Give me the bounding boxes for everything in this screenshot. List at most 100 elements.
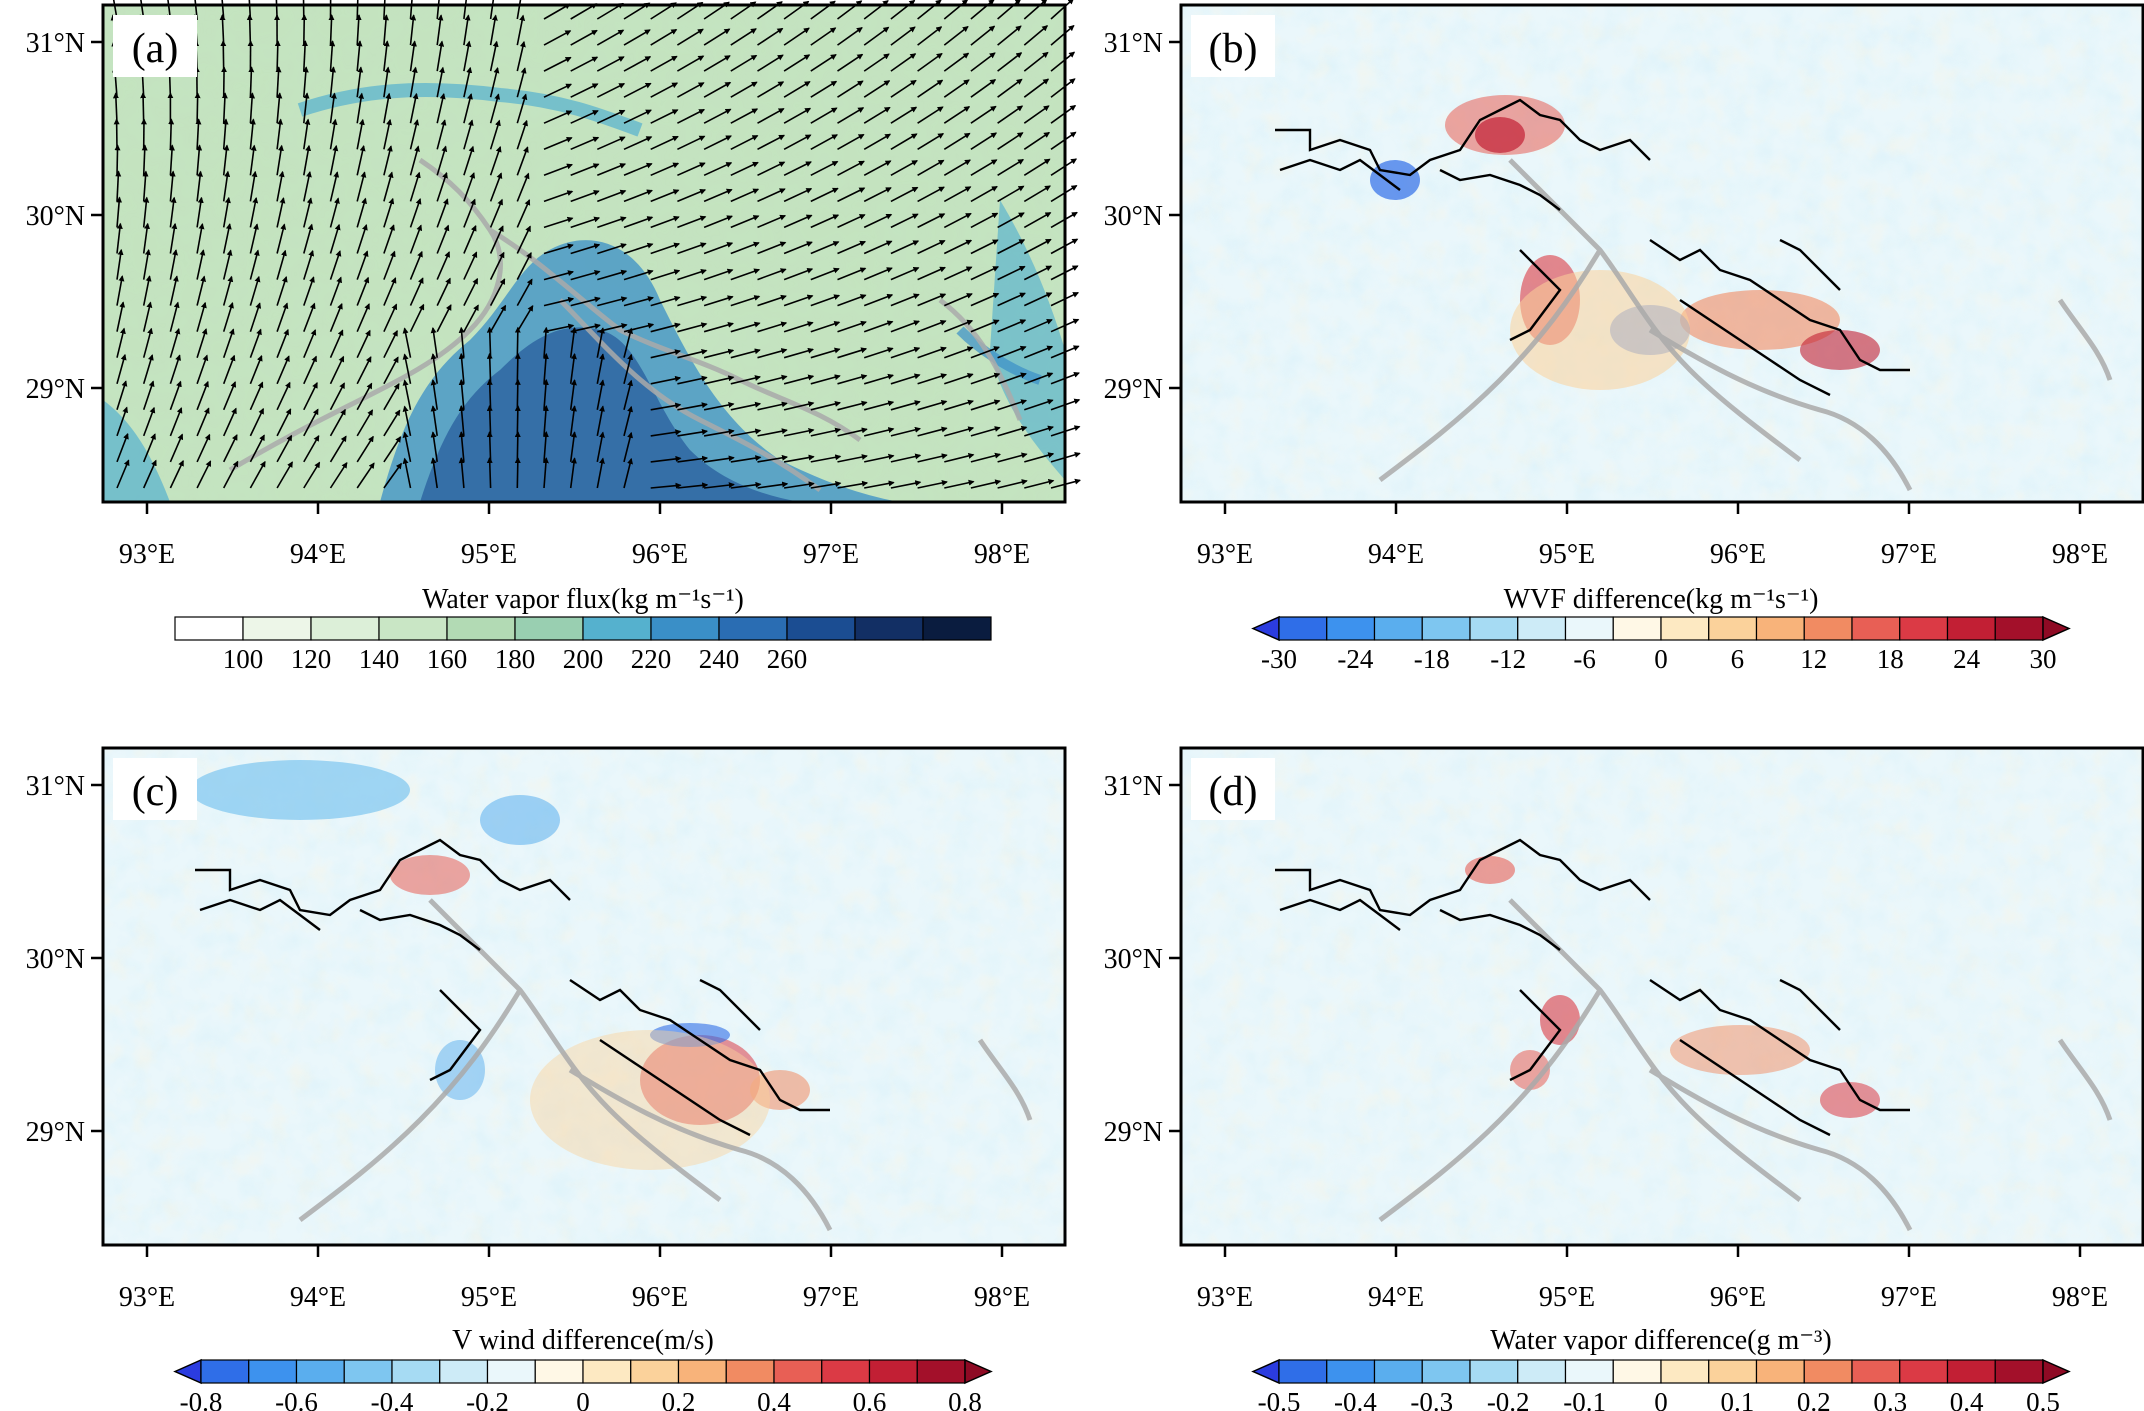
wind-vector bbox=[196, 196, 204, 228]
colorbar-swatch bbox=[854, 616, 924, 641]
x-tick-label: 97°E bbox=[803, 539, 859, 570]
wind-vector bbox=[783, 427, 815, 437]
y-tick-label: 31°N bbox=[26, 28, 85, 59]
wind-vector bbox=[329, 40, 336, 72]
axis-layer: 93°E 94°E 95°E 96°E 97°E 98°E 31°N 30°N 29°N 93°E… bbox=[26, 28, 2109, 1313]
wind-vector bbox=[383, 277, 397, 306]
wind-vector bbox=[329, 302, 343, 333]
colorbar-swatch bbox=[1612, 616, 1662, 641]
wind-vector bbox=[543, 270, 574, 281]
wind-vector bbox=[383, 118, 393, 150]
wind-vector bbox=[677, 482, 709, 489]
wind-vector bbox=[116, 353, 127, 385]
wind-vector bbox=[356, 462, 375, 489]
colorbar-swatch bbox=[1373, 1359, 1423, 1384]
wind-vector bbox=[383, 303, 398, 333]
wind-vector bbox=[570, 190, 600, 203]
wind-vector bbox=[222, 302, 234, 332]
wind-vector bbox=[356, 0, 359, 20]
wind-vector bbox=[409, 40, 417, 72]
wind-vector bbox=[597, 296, 628, 307]
wind-vector bbox=[303, 461, 321, 489]
colorbar-label: 0.1 bbox=[1721, 1387, 1755, 1411]
wind-vector bbox=[944, 399, 974, 411]
wind-vector bbox=[757, 481, 789, 489]
wind-vector bbox=[703, 242, 734, 255]
panel-c-frame bbox=[101, 746, 1067, 1247]
wind-vector bbox=[329, 461, 348, 489]
wind-vector bbox=[997, 78, 1023, 98]
wind-vector bbox=[542, 378, 549, 410]
colorbar-swatch bbox=[1994, 1359, 2044, 1384]
colorbar-swatch bbox=[922, 616, 992, 641]
wind-vector bbox=[142, 301, 153, 332]
wind-vector bbox=[249, 223, 259, 254]
colorbar-label: 0.8 bbox=[948, 1387, 982, 1411]
wind-vector bbox=[677, 242, 707, 255]
panel-b-frame bbox=[1179, 3, 2144, 504]
wind-vector bbox=[303, 92, 310, 124]
wind-vector bbox=[677, 162, 706, 177]
colorbar-swatch bbox=[1851, 1359, 1901, 1384]
wind-vector bbox=[1023, 185, 1051, 203]
wind-vector bbox=[116, 275, 125, 306]
wind-vector bbox=[329, 171, 340, 202]
colorbar-swatch bbox=[534, 1359, 584, 1384]
wind-vector bbox=[783, 81, 811, 98]
wind-vector bbox=[249, 434, 265, 463]
colorbar-label: 120 bbox=[291, 644, 332, 674]
wind-vector bbox=[436, 171, 448, 202]
wind-vector bbox=[116, 222, 123, 254]
wind-vector bbox=[402, 431, 412, 463]
colorbar-swatch bbox=[1994, 616, 2044, 641]
wind-vector bbox=[116, 406, 129, 437]
wind-vector bbox=[1024, 398, 1054, 411]
wind-vector bbox=[757, 214, 787, 229]
wind-vector bbox=[1023, 212, 1052, 229]
wind-vector bbox=[970, 426, 1001, 437]
wind-vector bbox=[757, 374, 788, 385]
wind-vector bbox=[543, 296, 575, 307]
wind-vector bbox=[303, 197, 313, 228]
wind-vector bbox=[249, 275, 261, 306]
wind-vector bbox=[810, 160, 839, 177]
wind-vector bbox=[569, 431, 577, 463]
colorbar-label: 0.2 bbox=[1797, 1387, 1831, 1411]
colorbar-swatch bbox=[446, 616, 516, 641]
x-tick-label: 96°E bbox=[632, 1282, 688, 1313]
wind-vector bbox=[409, 277, 424, 306]
wind-vector bbox=[997, 185, 1025, 203]
wind-vector bbox=[917, 293, 947, 307]
wind-vector bbox=[783, 241, 813, 255]
wind-vector bbox=[944, 346, 974, 359]
wind-vector bbox=[430, 353, 438, 384]
x-tick-label: 95°E bbox=[461, 539, 517, 570]
wind-vector bbox=[890, 293, 920, 307]
panel-a-map bbox=[103, 0, 1081, 502]
wind-vector bbox=[276, 144, 284, 176]
wind-vector bbox=[436, 251, 450, 280]
wind-vector bbox=[943, 239, 973, 255]
wind-vector bbox=[329, 355, 345, 385]
wind-vector bbox=[516, 278, 533, 306]
colorbar-label: 0.4 bbox=[757, 1387, 791, 1411]
wind-vector bbox=[1023, 319, 1053, 333]
wind-vector bbox=[997, 345, 1027, 359]
colorbar-label: 0 bbox=[1654, 1387, 1668, 1411]
wind-vector bbox=[276, 249, 287, 280]
colorbar-label: 0.2 bbox=[662, 1387, 696, 1411]
wind-vector bbox=[196, 380, 209, 411]
wind-vector bbox=[569, 457, 577, 489]
wind-vector bbox=[116, 432, 129, 463]
wind-vector bbox=[303, 435, 320, 463]
wind-vector bbox=[489, 119, 501, 150]
wind-vector bbox=[623, 82, 652, 98]
colorbar-swatch bbox=[582, 1359, 632, 1384]
wind-vector bbox=[329, 118, 338, 150]
wind-vector bbox=[623, 242, 654, 255]
wind-vector bbox=[329, 329, 344, 359]
colorbar-a: Water vapor flux(kg m⁻¹s⁻¹) 100 120 140 160 1… bbox=[174, 584, 992, 674]
wind-vector bbox=[783, 27, 810, 46]
wind-vector bbox=[116, 459, 130, 489]
wind-vector bbox=[917, 159, 945, 176]
